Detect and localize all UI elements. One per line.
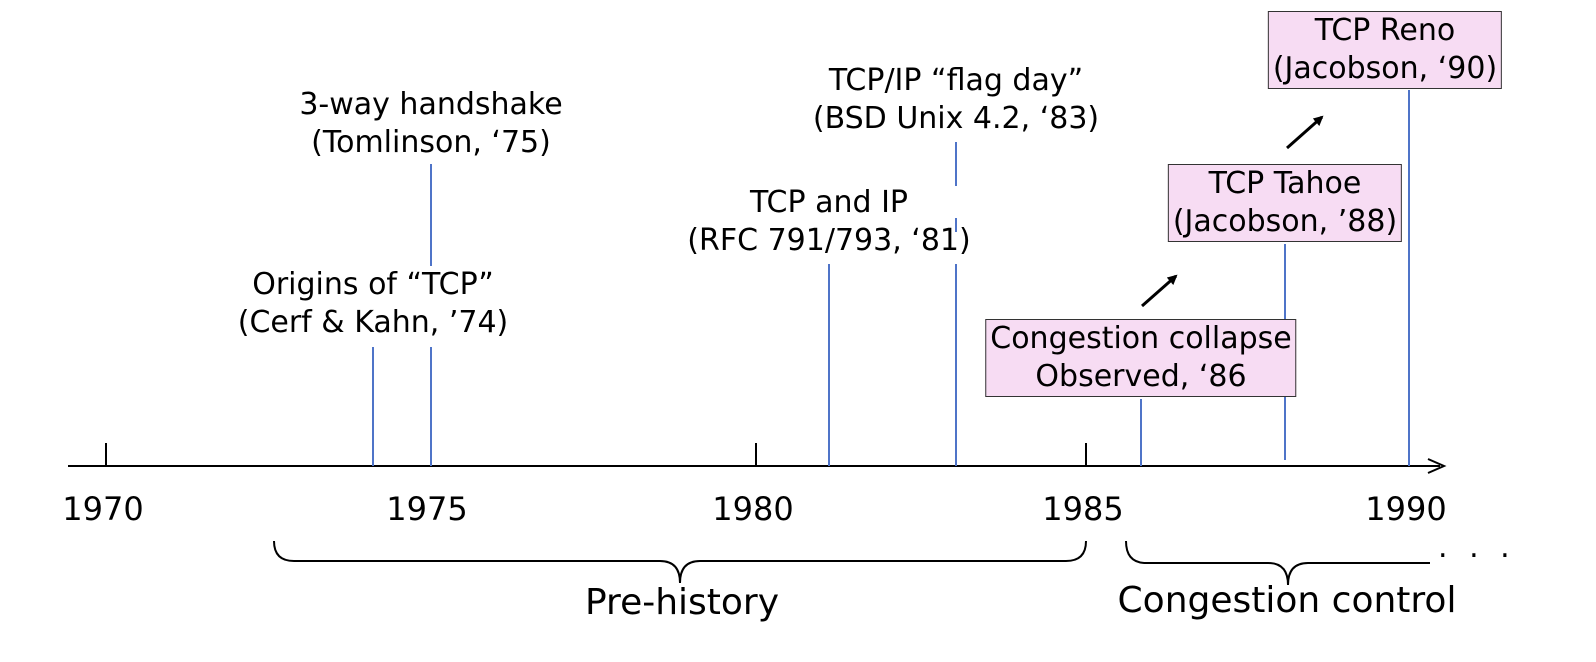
axis-arrow-icon [1427,458,1447,474]
event-reno-title: TCP Reno [1314,13,1456,48]
event-tcp-ip-detail: (RFC 791/793, ‘81) [687,223,971,258]
event-tahoe-title: TCP Tahoe [1208,166,1362,201]
event-tcp-ip: TCP and IP (RFC 791/793, ‘81) [687,184,970,260]
year-label-1985: 1985 [1042,490,1124,528]
event-origins-detail: (Cerf & Kahn, ’74) [237,305,509,340]
continuation-ellipsis: . . . [1438,530,1516,565]
event-tahoe-detail: (Jacobson, ’88) [1172,204,1398,239]
brace-congestion-control [1125,540,1430,586]
arrow-collapse-to-tahoe [1141,274,1178,308]
year-label-1975: 1975 [386,490,468,528]
arrow-tahoe-to-reno [1286,115,1324,150]
event-handshake-title: 3-way handshake [299,87,563,122]
event-reno-detail: (Jacobson, ‘90) [1272,51,1498,86]
event-origins: Origins of “TCP” (Cerf & Kahn, ’74) [238,266,509,342]
event-reno-box: TCP Reno (Jacobson, ‘90) [1267,11,1503,89]
event-flag-day-detail: (BSD Unix 4.2, ‘83) [812,101,1100,136]
era-label-congestion-control: Congestion control [1117,580,1457,621]
event-tcp-ip-title: TCP and IP [749,185,909,220]
event-flag-day-title: TCP/IP “flag day” [828,63,1084,98]
event-tahoe-box: TCP Tahoe (Jacobson, ’88) [1167,164,1403,242]
event-handshake-detail: (Tomlinson, ‘75) [311,125,551,160]
year-label-1970: 1970 [62,490,144,528]
year-label-1990: 1990 [1365,490,1447,528]
year-label-1980: 1980 [712,490,794,528]
event-handshake: 3-way handshake (Tomlinson, ‘75) [299,86,562,162]
brace-pre-history [273,540,1087,584]
event-collapse-title: Congestion collapse [990,321,1292,356]
event-collapse-box: Congestion collapse Observed, ‘86 [985,319,1297,397]
era-label-pre-history: Pre-history [584,582,780,623]
event-flag-day: TCP/IP “flag day” (BSD Unix 4.2, ‘83) [813,62,1099,138]
event-origins-title: Origins of “TCP” [252,267,494,302]
event-collapse-detail: Observed, ‘86 [1035,359,1247,394]
